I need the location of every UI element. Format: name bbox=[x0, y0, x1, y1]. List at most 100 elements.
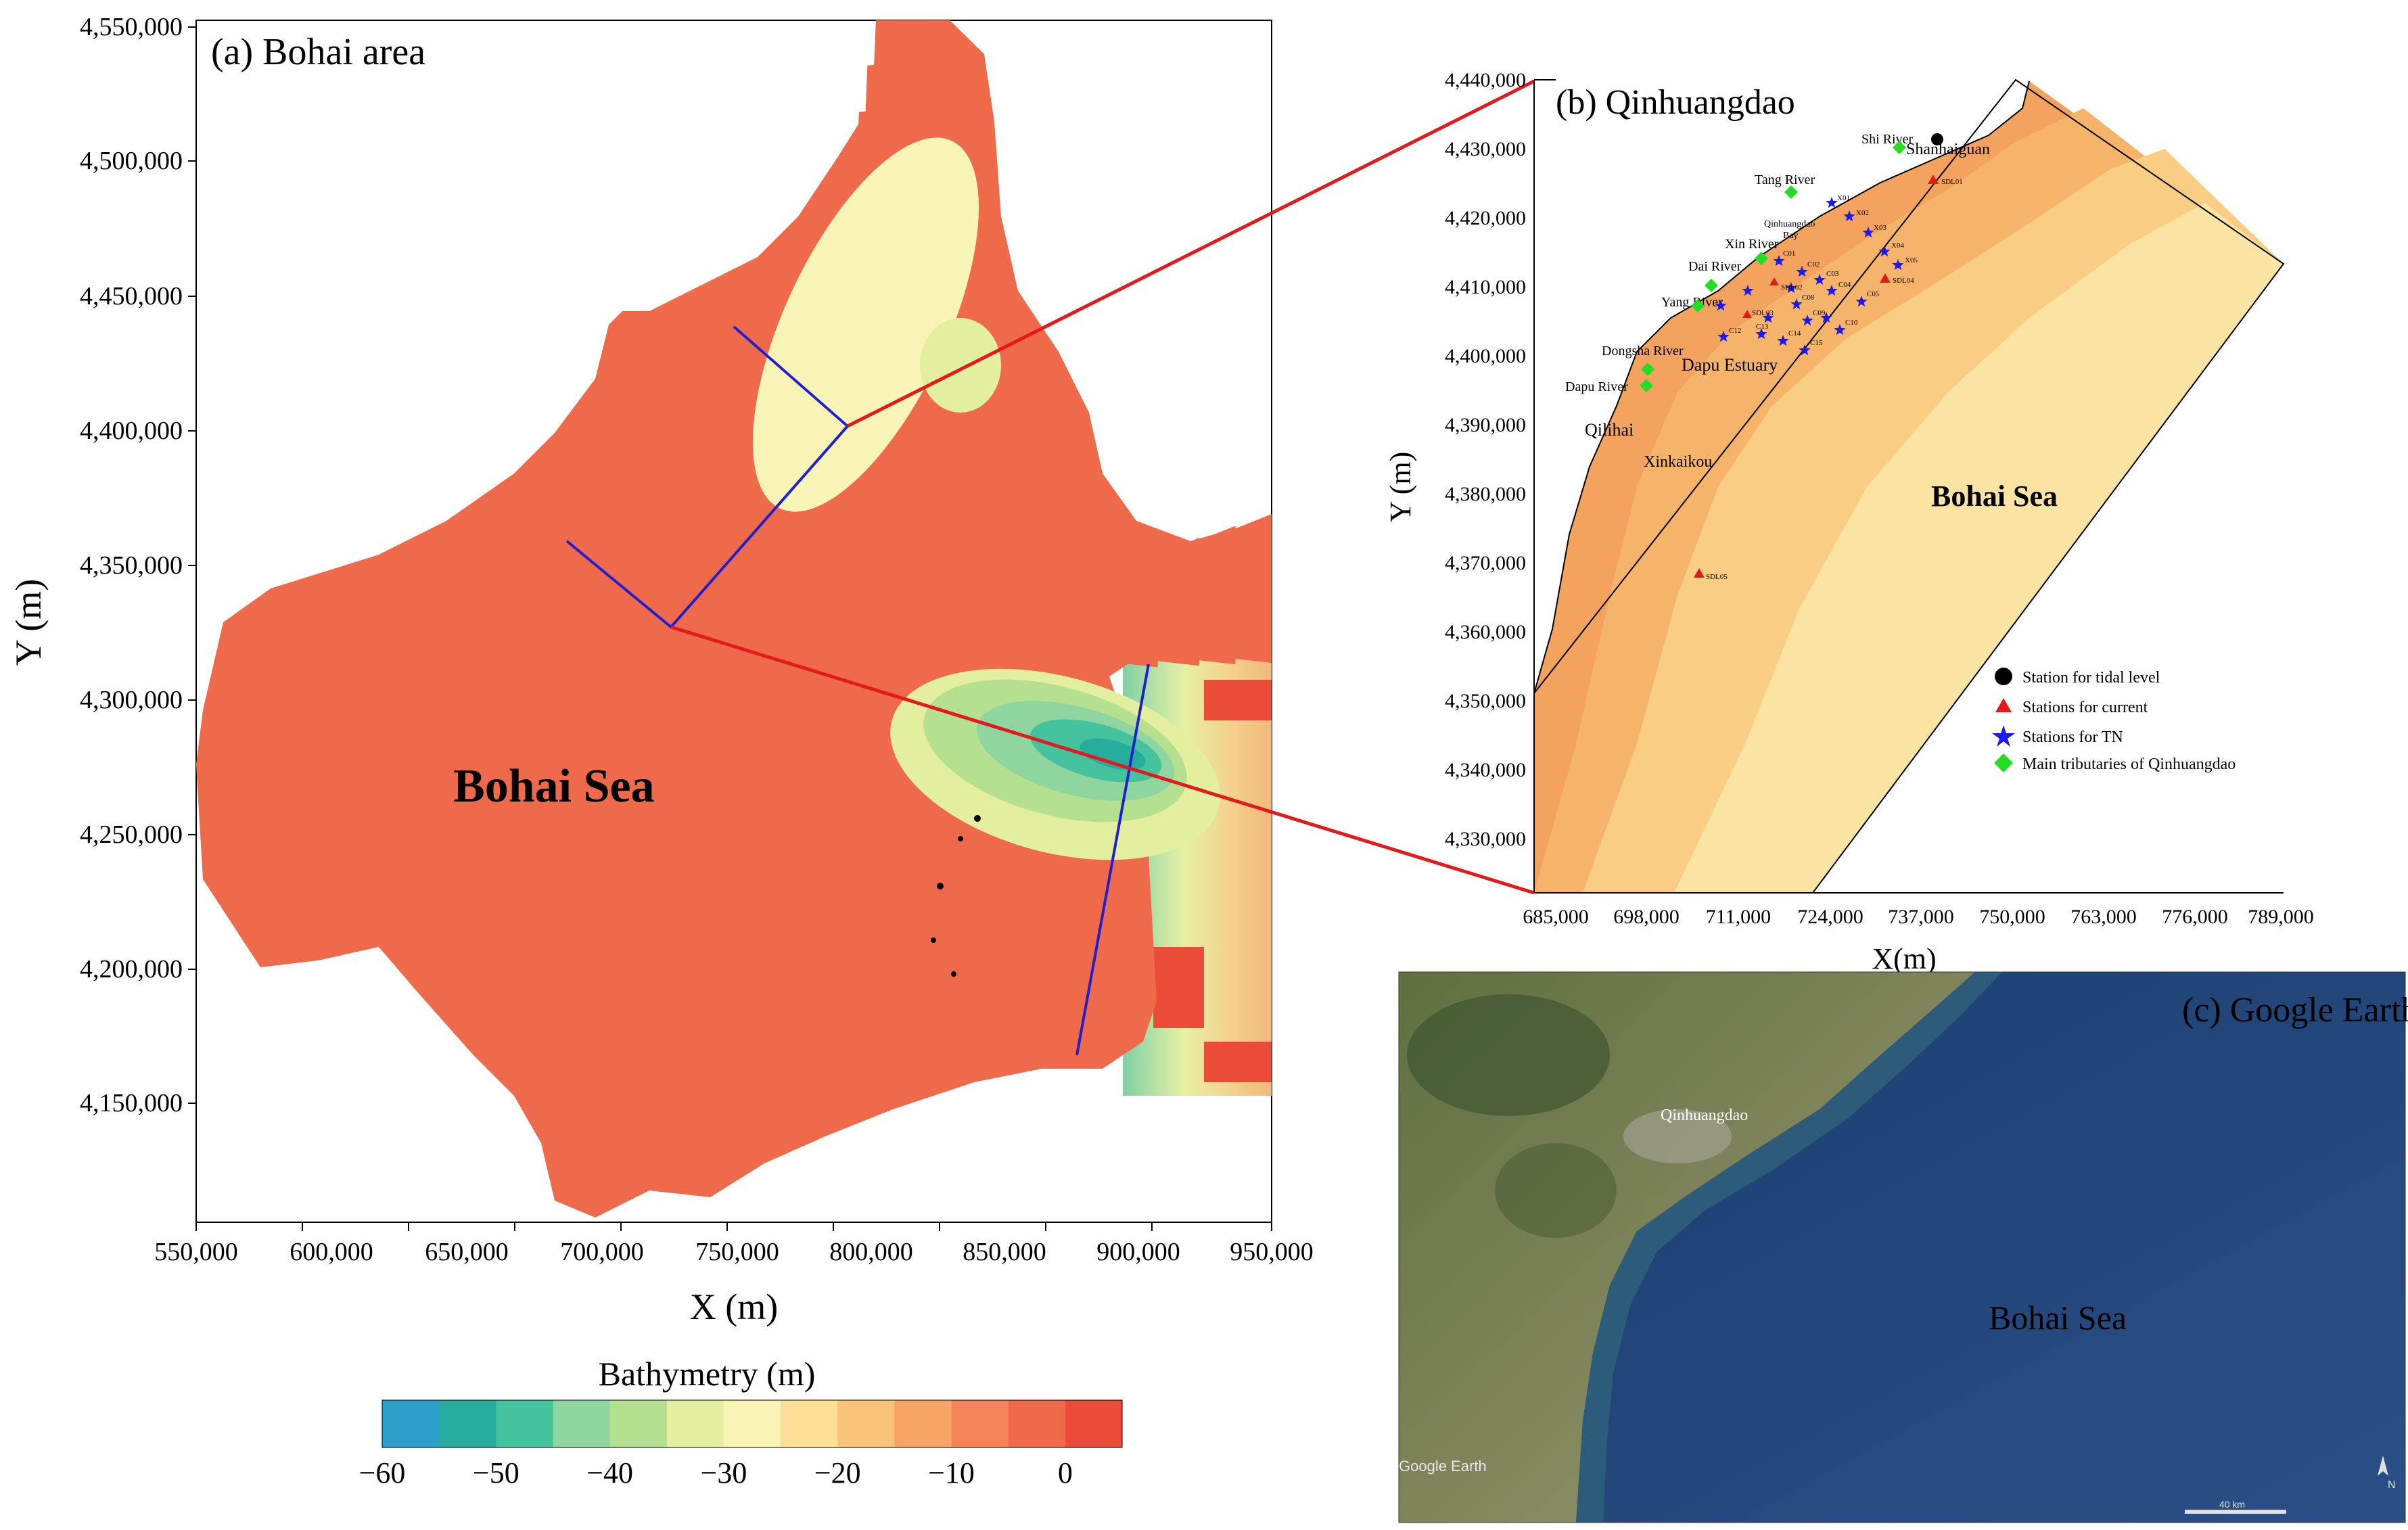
panel-c-google-earth: (c) Google Earth Qinhuangdao Bohai Sea G… bbox=[1398, 971, 2408, 1523]
x-tick-label: 711,000 bbox=[1706, 906, 1771, 928]
colorbar-tick-label: −20 bbox=[814, 1456, 861, 1489]
colorbar-cell bbox=[723, 1400, 781, 1447]
qinhuangdao-model-domain bbox=[1534, 81, 2284, 893]
station-label: C02 bbox=[1807, 260, 1820, 269]
satellite-shallow-water bbox=[1576, 972, 2002, 1523]
colorbar-cell bbox=[837, 1400, 895, 1447]
tributary-tang-river bbox=[1784, 185, 1798, 199]
tn-station bbox=[1717, 331, 1730, 342]
place-label-shi-river: Shi River bbox=[1861, 132, 1913, 147]
station-label: C15 bbox=[1810, 339, 1823, 347]
colorbar-tick-label: −40 bbox=[586, 1456, 633, 1489]
y-tick-label: 4,350,000 bbox=[1445, 690, 1526, 712]
colorbar-cell bbox=[1008, 1400, 1066, 1447]
liaodong-bay-shallow bbox=[752, 137, 979, 512]
panel-a-bohai-area: 550,000 600,000 650,000 700,000 750,000 … bbox=[8, 13, 1314, 1327]
tributary-dongsha-river bbox=[1641, 363, 1654, 376]
current-station-sdl01 bbox=[1928, 175, 1939, 184]
place-label-xin-river: Xin River bbox=[1725, 237, 1779, 252]
colorbar-cell bbox=[894, 1400, 952, 1447]
y-tick-label: 4,340,000 bbox=[1445, 759, 1526, 781]
panel-b-y-axis-label: Y (m) bbox=[1384, 452, 1417, 523]
y-tick-label: 4,350,000 bbox=[80, 551, 183, 580]
colorbar-tick-label: −30 bbox=[701, 1456, 747, 1489]
station-label: X05 bbox=[1905, 256, 1918, 264]
y-tick-label: 4,450,000 bbox=[80, 282, 183, 310]
tn-station bbox=[1855, 296, 1868, 307]
tn-station bbox=[1777, 335, 1789, 346]
y-tick-label: 4,360,000 bbox=[1445, 621, 1526, 643]
x-tick-label: 776,000 bbox=[2162, 906, 2228, 928]
place-label-yang-river: Yang River bbox=[1661, 295, 1723, 310]
legend-current-label: Stations for current bbox=[2022, 699, 2148, 716]
panel-c-sea-label: Bohai Sea bbox=[1989, 1299, 2127, 1337]
x-tick-label: 950,000 bbox=[1230, 1238, 1314, 1266]
tributary-dapu-river bbox=[1640, 379, 1653, 392]
x-tick-label: 737,000 bbox=[1888, 906, 1954, 928]
station-label: C05 bbox=[1867, 290, 1880, 298]
panel-b-legend: Station for tidal level Stations for cur… bbox=[1992, 668, 2236, 773]
station-label: C03 bbox=[1826, 270, 1839, 278]
y-tick-label: 4,430,000 bbox=[1445, 138, 1526, 160]
bathymetry-colorbar: Bathymetry (m) −60 −50 −40 −30 −20 −10 0 bbox=[359, 1355, 1123, 1489]
panel-b-sea-label: Bohai Sea bbox=[1931, 480, 2058, 513]
north-arrow-icon bbox=[2378, 1456, 2388, 1476]
panel-a-x-tick-labels: 550,000 600,000 650,000 700,000 750,000 … bbox=[154, 1238, 1314, 1266]
y-tick-label: 4,300,000 bbox=[80, 686, 183, 714]
y-tick-label: 4,420,000 bbox=[1445, 207, 1526, 229]
scale-bar-label: 40 km bbox=[2219, 1499, 2245, 1510]
station-label: SDL05 bbox=[1706, 573, 1728, 581]
station-label: C04 bbox=[1838, 281, 1851, 289]
place-label-qilihai: Qilihai bbox=[1585, 420, 1634, 440]
qinhuangdao-subdomain-outline bbox=[565, 325, 850, 629]
legend-tn-symbol bbox=[1992, 725, 2015, 747]
tn-station bbox=[1742, 285, 1754, 296]
zoom-line-bottom bbox=[670, 625, 1535, 895]
y-tick-label: 4,550,000 bbox=[80, 13, 183, 41]
place-label-dongsha-river: Dongsha River bbox=[1602, 344, 1684, 358]
panel-a-y-axis-label: Y (m) bbox=[8, 579, 49, 666]
place-label-dapu-estuary: Dapu Estuary bbox=[1682, 355, 1778, 375]
colorbar-tick-labels: −60 −50 −40 −30 −20 −10 0 bbox=[359, 1456, 1073, 1489]
colorbar-frame bbox=[381, 1399, 1123, 1448]
current-station-sdl04 bbox=[1880, 273, 1891, 283]
legend-trib-label: Main tributaries of Qinhuangdao bbox=[2022, 756, 2236, 773]
station-label: C12 bbox=[1729, 327, 1741, 335]
boundary-red-strip-top bbox=[1204, 680, 1272, 720]
station-label: SDL01 bbox=[1941, 178, 1963, 186]
google-earth-watermark: Google Earth bbox=[1399, 1458, 1487, 1475]
tn-station bbox=[1790, 298, 1803, 310]
y-tick-label: 4,370,000 bbox=[1445, 552, 1526, 574]
zoom-line-top bbox=[846, 79, 1535, 428]
tn-station bbox=[1796, 266, 1808, 277]
panel-a-x-axis-label: X (m) bbox=[690, 1286, 778, 1327]
place-label-dapu-river: Dapu River bbox=[1565, 379, 1628, 394]
x-tick-label: 550,000 bbox=[154, 1238, 238, 1266]
panel-b-label: (b) Qinhuangdao bbox=[1556, 83, 1795, 122]
colorbar-title: Bathymetry (m) bbox=[599, 1355, 816, 1393]
panel-c-city-label: Qinhuangdao bbox=[1661, 1107, 1748, 1124]
tributary-yang-river bbox=[1691, 299, 1705, 312]
tributary-xin-river bbox=[1755, 252, 1768, 265]
tn-station bbox=[1878, 246, 1891, 257]
place-label-shanhaiguan: Shanhaiguan bbox=[1906, 141, 1990, 158]
panel-a-label: (a) Bohai area bbox=[211, 31, 425, 73]
x-tick-label: 750,000 bbox=[695, 1238, 779, 1266]
y-tick-label: 4,390,000 bbox=[1445, 414, 1526, 436]
x-tick-label: 700,000 bbox=[560, 1238, 644, 1266]
colorbar-cell bbox=[553, 1400, 611, 1447]
coastline bbox=[1534, 81, 2030, 694]
current-station-sdl02 bbox=[1769, 277, 1779, 285]
legend-current-symbol bbox=[1995, 698, 2012, 712]
island bbox=[937, 883, 944, 889]
tn-station bbox=[1799, 344, 1811, 356]
tn-station bbox=[1862, 227, 1874, 238]
tn-station bbox=[1801, 315, 1813, 326]
tn-stations bbox=[1715, 197, 1904, 356]
x-tick-label: 850,000 bbox=[963, 1238, 1046, 1266]
panel-c-frame bbox=[1398, 971, 2406, 1523]
tributary-shi-river bbox=[1893, 141, 1906, 154]
tn-station bbox=[1826, 197, 1838, 208]
tn-station bbox=[1834, 324, 1846, 335]
legend-tidal-label: Station for tidal level bbox=[2022, 669, 2160, 687]
